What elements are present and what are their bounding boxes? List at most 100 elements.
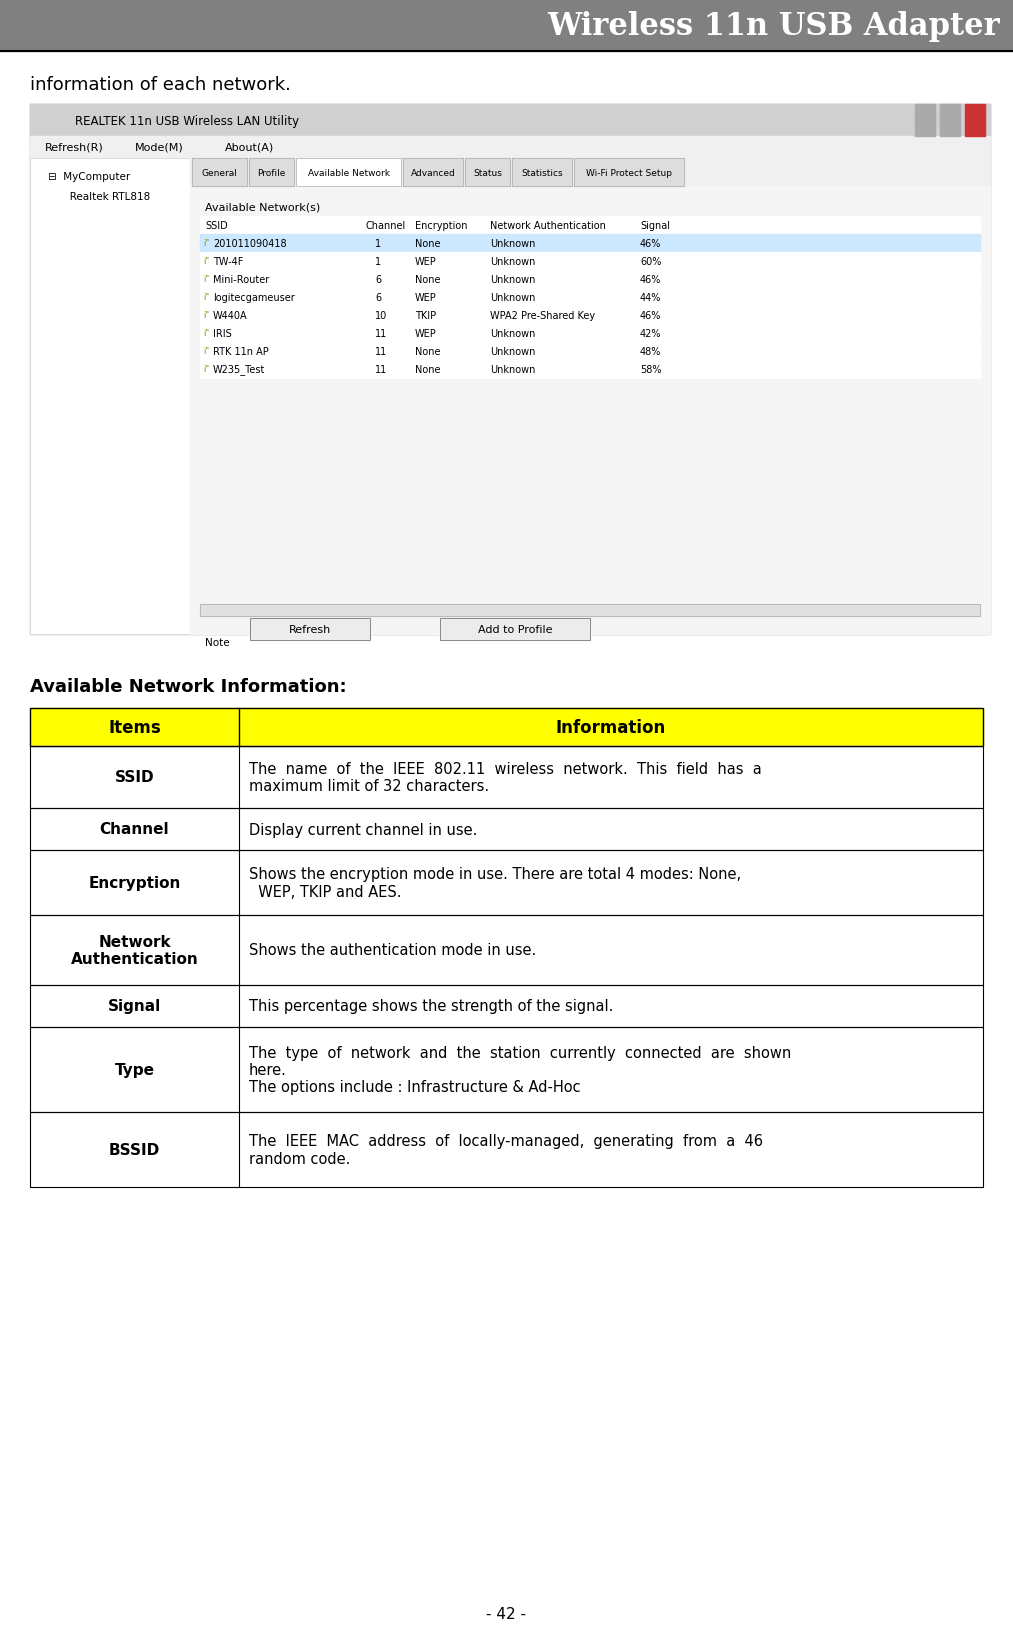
Text: 11: 11 bbox=[375, 347, 387, 357]
Text: 11: 11 bbox=[375, 329, 387, 339]
Text: i": i" bbox=[203, 365, 209, 375]
Text: RTK 11n AP: RTK 11n AP bbox=[213, 347, 268, 357]
Text: TW-4F: TW-4F bbox=[213, 258, 243, 267]
Bar bbox=[30, 916, 983, 986]
Bar bbox=[249, 158, 294, 187]
Bar bbox=[190, 158, 990, 187]
Bar bbox=[30, 1027, 983, 1112]
Text: Status: Status bbox=[473, 168, 501, 178]
Bar bbox=[200, 271, 980, 289]
Text: W440A: W440A bbox=[213, 311, 247, 321]
Text: i": i" bbox=[203, 240, 209, 248]
Text: ⊟  MyComputer: ⊟ MyComputer bbox=[48, 171, 131, 183]
Text: i": i" bbox=[203, 311, 209, 321]
Bar bbox=[403, 158, 463, 187]
Text: Shows the encryption mode in use. There are total 4 modes: None,
  WEP, TKIP and: Shows the encryption mode in use. There … bbox=[249, 867, 742, 900]
Text: The  IEEE  MAC  address  of  locally-managed,  generating  from  a  46
random co: The IEEE MAC address of locally-managed,… bbox=[249, 1133, 763, 1165]
Bar bbox=[200, 217, 980, 235]
Bar bbox=[200, 360, 980, 378]
Text: WEP: WEP bbox=[415, 293, 437, 303]
Text: BSSID: BSSID bbox=[108, 1143, 160, 1157]
Text: Encryption: Encryption bbox=[415, 220, 468, 231]
Bar bbox=[574, 158, 684, 187]
Bar bbox=[30, 808, 983, 851]
Bar bbox=[940, 104, 960, 137]
Text: Signal: Signal bbox=[640, 220, 670, 231]
Text: The  name  of  the  IEEE  802.11  wireless  network.  This  field  has  a
maximu: The name of the IEEE 802.11 wireless net… bbox=[249, 761, 762, 794]
Text: 6: 6 bbox=[375, 275, 381, 285]
Text: WPA2 Pre-Shared Key: WPA2 Pre-Shared Key bbox=[490, 311, 595, 321]
Bar bbox=[440, 619, 590, 641]
Text: REALTEK 11n USB Wireless LAN Utility: REALTEK 11n USB Wireless LAN Utility bbox=[75, 114, 299, 127]
Text: SSID: SSID bbox=[114, 769, 154, 786]
Text: Statistics: Statistics bbox=[521, 168, 563, 178]
Bar bbox=[30, 808, 983, 851]
Bar bbox=[200, 324, 980, 342]
Text: Unknown: Unknown bbox=[490, 258, 536, 267]
Text: 46%: 46% bbox=[640, 311, 661, 321]
Bar bbox=[465, 158, 510, 187]
Text: General: General bbox=[202, 168, 237, 178]
Text: Signal: Signal bbox=[107, 999, 161, 1014]
Text: 201011090418: 201011090418 bbox=[213, 240, 287, 249]
Text: Refresh(R): Refresh(R) bbox=[45, 143, 103, 153]
Text: 48%: 48% bbox=[640, 347, 661, 357]
Text: None: None bbox=[415, 365, 441, 375]
Text: Unknown: Unknown bbox=[490, 293, 536, 303]
Text: i": i" bbox=[203, 347, 209, 357]
Text: i": i" bbox=[203, 293, 209, 302]
Text: Mini-Router: Mini-Router bbox=[213, 275, 269, 285]
Bar bbox=[30, 986, 983, 1027]
Text: Realtek RTL818: Realtek RTL818 bbox=[60, 192, 150, 202]
Text: 1: 1 bbox=[375, 258, 381, 267]
Text: Unknown: Unknown bbox=[490, 365, 536, 375]
Bar bbox=[512, 158, 572, 187]
Bar bbox=[200, 235, 980, 253]
Text: Wi-Fi Protect Setup: Wi-Fi Protect Setup bbox=[586, 168, 672, 178]
Bar bbox=[200, 253, 980, 271]
Text: Channel: Channel bbox=[365, 220, 405, 231]
Text: Mode(M): Mode(M) bbox=[135, 143, 183, 153]
Text: Advanced: Advanced bbox=[410, 168, 456, 178]
Text: i": i" bbox=[203, 329, 209, 339]
Bar bbox=[30, 1112, 983, 1187]
Bar bbox=[200, 342, 980, 360]
Bar bbox=[465, 158, 510, 187]
Bar bbox=[30, 1112, 983, 1187]
Bar bbox=[30, 104, 990, 634]
Bar bbox=[200, 605, 980, 616]
Text: None: None bbox=[415, 275, 441, 285]
Bar bbox=[440, 619, 590, 641]
Bar bbox=[30, 851, 983, 916]
Text: Encryption: Encryption bbox=[88, 875, 180, 890]
Bar bbox=[0, 0, 1013, 52]
Text: IRIS: IRIS bbox=[213, 329, 232, 339]
Text: About(A): About(A) bbox=[225, 143, 275, 153]
Text: Type: Type bbox=[114, 1063, 155, 1077]
Text: Available Network: Available Network bbox=[308, 168, 390, 178]
Text: 44%: 44% bbox=[640, 293, 661, 303]
Text: TKIP: TKIP bbox=[415, 311, 437, 321]
Bar bbox=[30, 747, 983, 808]
Text: 46%: 46% bbox=[640, 275, 661, 285]
Text: Network Authentication: Network Authentication bbox=[490, 220, 606, 231]
Text: - 42 -: - 42 - bbox=[486, 1607, 526, 1622]
Text: WEP: WEP bbox=[415, 329, 437, 339]
Bar bbox=[30, 137, 990, 158]
Bar bbox=[574, 158, 684, 187]
Text: logitecgameuser: logitecgameuser bbox=[213, 293, 295, 303]
Text: Channel: Channel bbox=[99, 822, 169, 836]
Text: The  type  of  network  and  the  station  currently  connected  are  shown
here: The type of network and the station curr… bbox=[249, 1045, 791, 1095]
Text: This percentage shows the strength of the signal.: This percentage shows the strength of th… bbox=[249, 999, 614, 1014]
Bar bbox=[30, 986, 983, 1027]
Text: Items: Items bbox=[108, 719, 161, 737]
Bar bbox=[30, 747, 983, 808]
Text: Unknown: Unknown bbox=[490, 240, 536, 249]
Bar bbox=[250, 619, 370, 641]
Bar bbox=[30, 916, 983, 986]
Bar bbox=[30, 158, 190, 634]
Bar bbox=[200, 605, 980, 616]
Bar bbox=[296, 158, 401, 187]
Text: None: None bbox=[415, 240, 441, 249]
Bar bbox=[30, 709, 983, 747]
